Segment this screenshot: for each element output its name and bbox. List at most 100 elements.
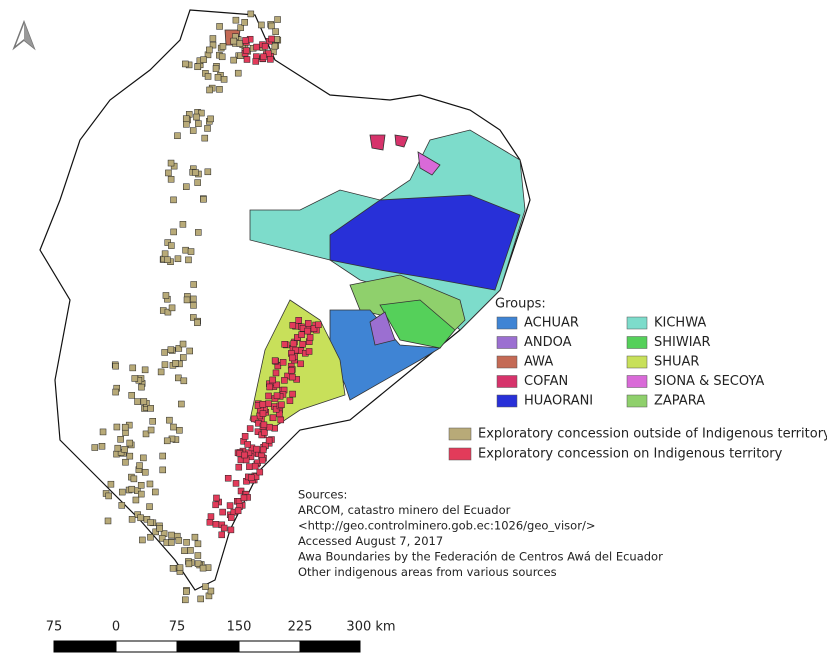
- concession-block: [272, 369, 280, 377]
- concession-block: [240, 494, 248, 502]
- concession-block: [129, 364, 137, 372]
- concession-block: [190, 314, 197, 321]
- concession-block: [126, 439, 134, 447]
- concession-block: [174, 255, 182, 263]
- concession-block: [232, 480, 240, 487]
- concession-block: [170, 423, 177, 431]
- concession-block: [167, 159, 175, 167]
- concession-block: [107, 480, 115, 488]
- concession-block: [306, 334, 314, 341]
- concession-block: [183, 539, 190, 546]
- concession-block: [295, 317, 302, 324]
- concession-block: [298, 331, 305, 338]
- concession-block: [236, 40, 244, 47]
- concession-block: [159, 452, 167, 460]
- concession-block: [161, 250, 169, 258]
- concession-block: [241, 451, 248, 459]
- concession-block: [175, 345, 183, 352]
- concession-block: [204, 168, 212, 176]
- concession-block: [241, 433, 249, 440]
- concession-block: [251, 462, 259, 470]
- concession-block: [315, 321, 322, 329]
- concession-block: [241, 19, 248, 26]
- concession-block: [182, 60, 189, 68]
- concession-block: [132, 496, 140, 504]
- concession-block: [247, 10, 255, 18]
- concession-block: [157, 368, 165, 376]
- concession-block: [207, 513, 215, 520]
- concession-block: [281, 377, 288, 384]
- concession-block: [267, 56, 274, 63]
- concession-block: [168, 531, 175, 539]
- concession-block: [246, 425, 254, 432]
- scale-label: 75: [46, 620, 63, 635]
- concession-block: [183, 121, 190, 128]
- concession-block: [121, 423, 129, 431]
- concession-block: [234, 507, 242, 515]
- concession-block: [273, 381, 281, 389]
- concession-block: [202, 583, 209, 590]
- concession-block: [310, 325, 318, 332]
- concession-block: [195, 120, 202, 127]
- legend-label: Exploratory concession on Indigenous ter…: [478, 447, 783, 462]
- concession-block: [165, 169, 172, 177]
- concession-block: [128, 485, 136, 493]
- concession-block: [259, 457, 266, 464]
- concession-block: [164, 256, 171, 264]
- concession-block: [289, 321, 297, 329]
- concession-block: [197, 595, 204, 603]
- concession-block: [161, 361, 169, 368]
- concession-block: [168, 304, 176, 312]
- concession-block: [105, 492, 112, 500]
- concession-block: [131, 375, 139, 382]
- concession-block: [266, 423, 273, 431]
- scale-label: 225: [288, 620, 313, 635]
- scale-label: 75: [169, 620, 186, 635]
- concession-block: [168, 242, 175, 249]
- concession-block: [137, 482, 145, 489]
- concession-block: [178, 400, 185, 408]
- legend-label: SHUAR: [654, 355, 699, 370]
- concession-block: [134, 398, 141, 405]
- concession-block: [271, 357, 279, 364]
- source-line: Accessed August 7, 2017: [298, 534, 443, 548]
- concession-block: [218, 531, 225, 539]
- concession-block: [253, 445, 260, 453]
- legend-label: Exploratory concession outside of Indige…: [478, 427, 827, 442]
- scale-segment: [176, 640, 240, 653]
- concession-block: [227, 526, 235, 534]
- concession-block: [230, 56, 237, 64]
- concession-block: [170, 228, 177, 236]
- concession-block: [268, 22, 275, 30]
- concession-block: [141, 468, 149, 476]
- concession-block: [243, 47, 250, 54]
- scale-segment: [299, 640, 361, 653]
- concession-block: [190, 281, 197, 288]
- concession-block: [304, 327, 311, 335]
- concession-block: [244, 441, 251, 448]
- scale-label: 300 km: [346, 620, 395, 635]
- concession-block: [140, 398, 148, 405]
- legend-swatch: [496, 375, 518, 388]
- concession-block: [167, 346, 175, 353]
- concession-block: [199, 564, 207, 572]
- legend-swatch: [626, 355, 648, 369]
- concession-block: [261, 429, 268, 436]
- concession-block: [147, 533, 154, 541]
- scale-segment: [238, 640, 301, 653]
- concession-block: [261, 43, 269, 50]
- concession-block: [304, 320, 312, 327]
- concession-block: [232, 16, 240, 24]
- concession-block: [273, 392, 281, 399]
- concession-block: [260, 53, 267, 61]
- concession-block: [274, 16, 281, 23]
- concession-block: [242, 37, 249, 44]
- concession-block: [179, 221, 187, 228]
- concession-block: [194, 560, 202, 567]
- concession-block: [174, 132, 181, 140]
- concession-block: [190, 295, 197, 303]
- concession-block: [271, 42, 279, 50]
- concession-block: [161, 349, 168, 356]
- legend-title: Groups:: [495, 297, 546, 312]
- concession-block: [136, 462, 143, 469]
